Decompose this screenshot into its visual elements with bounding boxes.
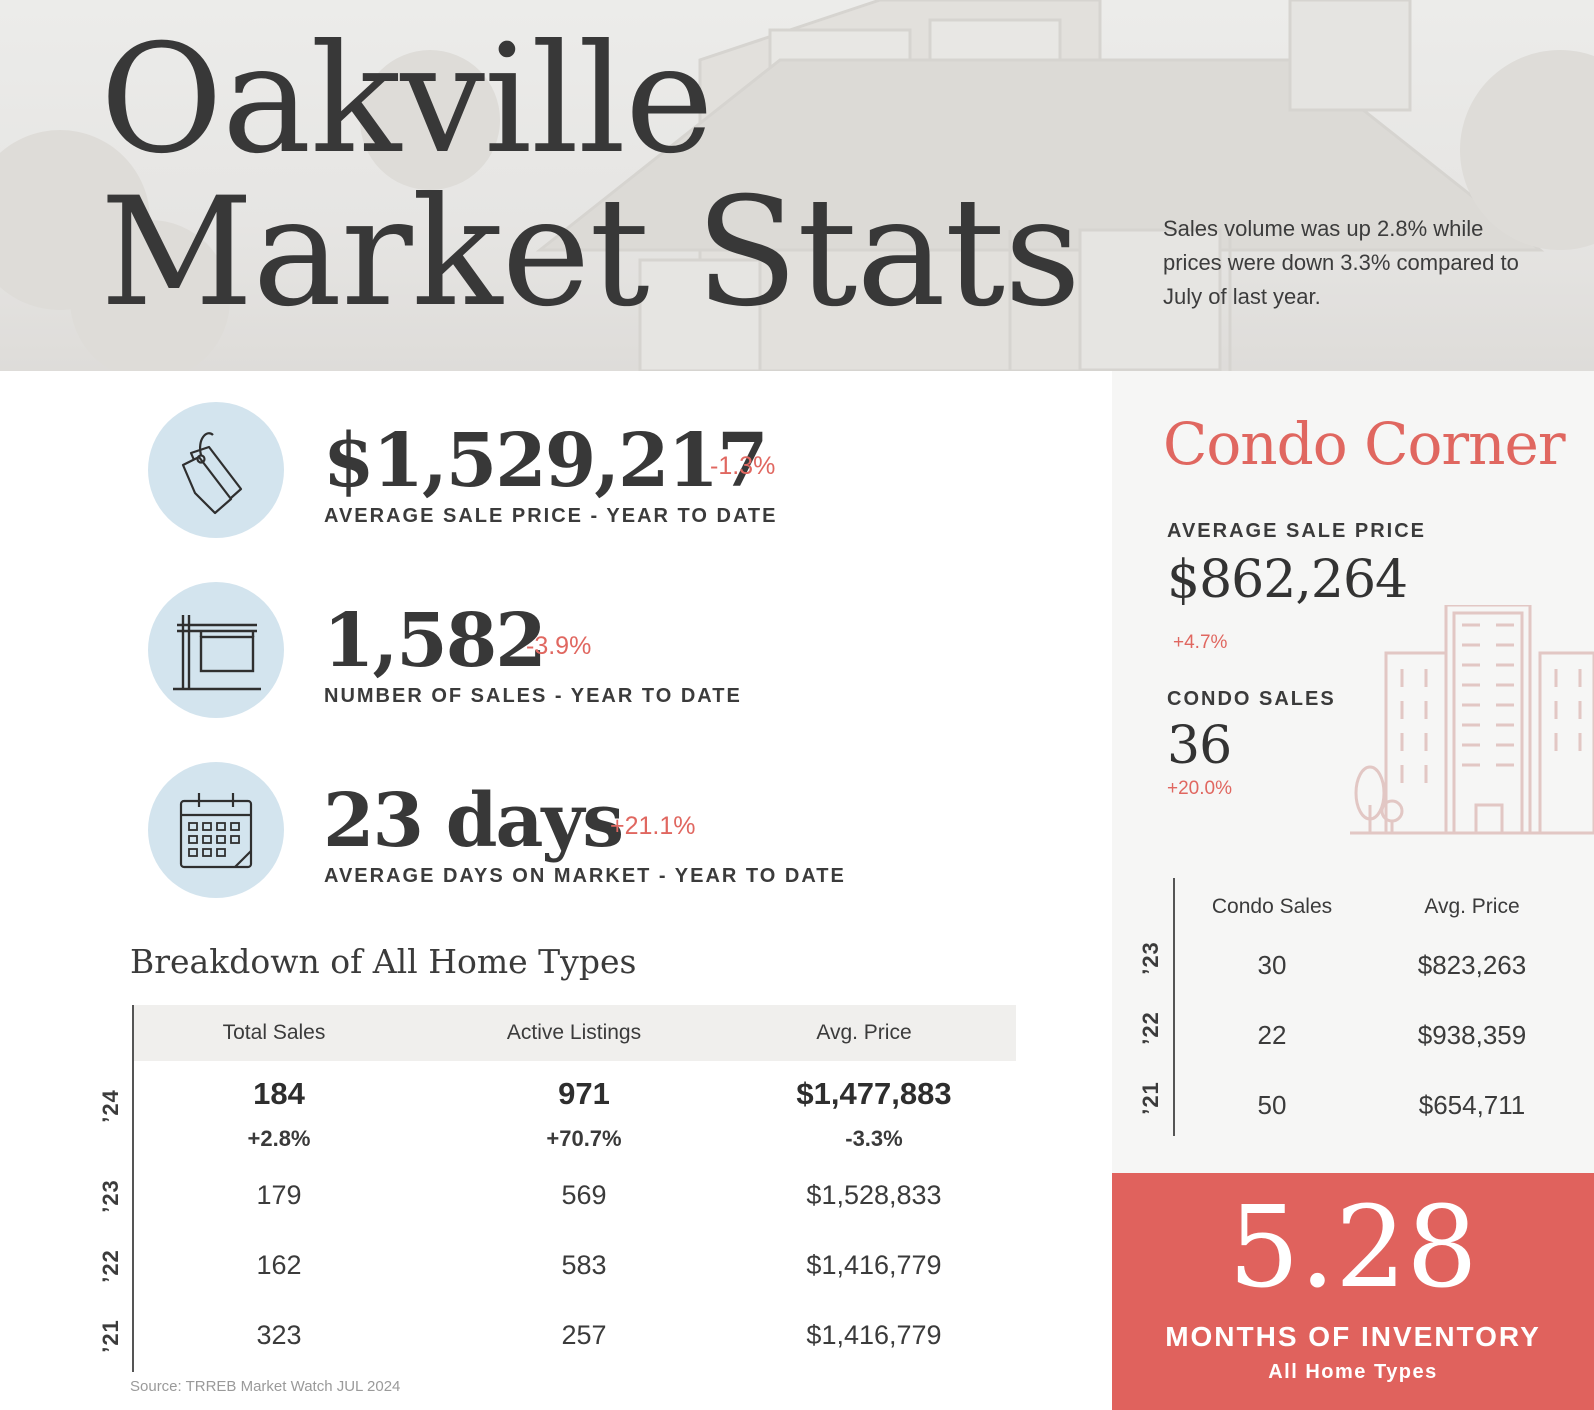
year-label-text: ’24 — [98, 1089, 123, 1123]
condo-cell-avg-price: $823,263 — [1417, 950, 1527, 980]
stat-change: -3.9% — [526, 632, 592, 660]
condo-header-sales: Condo Sales — [1211, 895, 1333, 918]
stat-average-sale-price: $1,529,217 -1.3% AVERAGE SALE PRICE - YE… — [148, 402, 1048, 552]
breakdown-table-header: Total Sales Active Listings Avg. Price — [134, 1005, 1016, 1061]
inventory-box: 5.28 MONTHS OF INVENTORY All Home Types — [1112, 1173, 1594, 1410]
condo-cell-sales: 30 — [1257, 950, 1287, 980]
year-label: ’24 — [96, 1076, 126, 1136]
table-cell-avg-price: $1,416,779 — [806, 1320, 942, 1350]
header-avg-price: Avg. Price — [816, 1021, 912, 1044]
sale-sign-icon — [148, 582, 284, 718]
inventory-label: MONTHS OF INVENTORY — [1165, 1321, 1541, 1352]
year-label-text: ’21 — [98, 1319, 123, 1353]
condo-avg-price-label: AVERAGE SALE PRICE — [1167, 520, 1426, 542]
stat-label: AVERAGE DAYS ON MARKET - YEAR TO DATE — [324, 865, 846, 887]
year-label-text: ’23 — [98, 1179, 123, 1213]
current-total-sales: 184 — [253, 1076, 305, 1111]
condo-sales-value: 36 — [1167, 716, 1232, 776]
condo-table-divider — [1173, 878, 1175, 1136]
stat-days-on-market: 23 days +21.1% AVERAGE DAYS ON MARKET - … — [148, 762, 1048, 912]
price-tag-icon — [148, 402, 284, 538]
calendar-icon — [148, 762, 284, 898]
condo-cell-sales: 50 — [1257, 1090, 1287, 1120]
table-cell-total-sales: 323 — [256, 1320, 302, 1350]
stat-value: 1,582 — [323, 598, 547, 684]
stat-change: +21.1% — [610, 812, 696, 840]
inventory-sublabel: All Home Types — [1268, 1361, 1438, 1383]
current-active-listings: 971 — [558, 1076, 610, 1111]
inventory-value: 5.28 — [1228, 1183, 1478, 1313]
year-label-text: ’22 — [98, 1249, 123, 1283]
table-divider — [132, 1005, 134, 1372]
table-cell-avg-price: $1,528,833 — [806, 1180, 942, 1210]
stat-change: -1.3% — [710, 452, 776, 480]
year-label-text: ’21 — [1138, 1081, 1163, 1115]
year-label: ’23 — [96, 1166, 126, 1226]
hero-summary: Sales volume was up 2.8% while prices we… — [1163, 216, 1519, 309]
current-total-sales-change: +2.8% — [247, 1126, 311, 1151]
year-label: ’22 — [1136, 998, 1166, 1058]
stat-value: $1,529,217 — [323, 418, 768, 504]
condo-avg-price-change: +4.7% — [1173, 632, 1228, 653]
source-note: Source: TRREB Market Watch JUL 2024 — [130, 1378, 401, 1395]
condo-corner-panel — [1112, 371, 1594, 1173]
condo-avg-price-value: $862,264 — [1167, 550, 1408, 610]
condo-corner-title: Condo Corner — [1163, 410, 1566, 478]
year-label-text: ’23 — [1138, 941, 1163, 975]
page-title-line2: Market Stats — [100, 166, 1081, 340]
condo-cell-sales: 22 — [1257, 1020, 1287, 1050]
year-label: ’22 — [96, 1236, 126, 1296]
year-label: ’21 — [96, 1306, 126, 1366]
current-avg-price: $1,477,883 — [796, 1076, 952, 1111]
breakdown-title: Breakdown of All Home Types — [130, 942, 637, 981]
current-active-listings-change: +70.7% — [546, 1126, 622, 1151]
stat-label: NUMBER OF SALES - YEAR TO DATE — [324, 685, 742, 707]
year-label-text: ’22 — [1138, 1011, 1163, 1045]
table-cell-total-sales: 179 — [256, 1180, 302, 1210]
stat-number-of-sales: 1,582 -3.9% NUMBER OF SALES - YEAR TO DA… — [148, 582, 1048, 732]
house-background-image — [0, 0, 1594, 371]
table-cell-active-listings: 583 — [561, 1250, 607, 1280]
condo-sales-label: CONDO SALES — [1167, 688, 1336, 710]
table-cell-avg-price: $1,416,779 — [806, 1250, 942, 1280]
condo-sales-change: +20.0% — [1167, 778, 1232, 799]
page-title-line1: Oakville — [100, 13, 714, 187]
current-avg-price-change: -3.3% — [845, 1126, 903, 1151]
condo-building-icon — [1350, 605, 1594, 835]
hero-banner: Oakville Market Stats Sales volume was u… — [0, 0, 1594, 371]
stat-label: AVERAGE SALE PRICE - YEAR TO DATE — [324, 505, 778, 527]
condo-header-avg-price: Avg. Price — [1424, 895, 1520, 918]
table-cell-active-listings: 569 — [561, 1180, 607, 1210]
year-label: ’21 — [1136, 1068, 1166, 1128]
header-total-sales: Total Sales — [222, 1021, 326, 1044]
condo-cell-avg-price: $938,359 — [1417, 1020, 1527, 1050]
year-label: ’23 — [1136, 928, 1166, 988]
table-cell-active-listings: 257 — [561, 1320, 607, 1350]
header-active-listings: Active Listings — [506, 1021, 642, 1044]
stat-value: 23 days — [323, 778, 624, 864]
condo-cell-avg-price: $654,711 — [1418, 1090, 1526, 1120]
table-cell-total-sales: 162 — [256, 1250, 302, 1280]
